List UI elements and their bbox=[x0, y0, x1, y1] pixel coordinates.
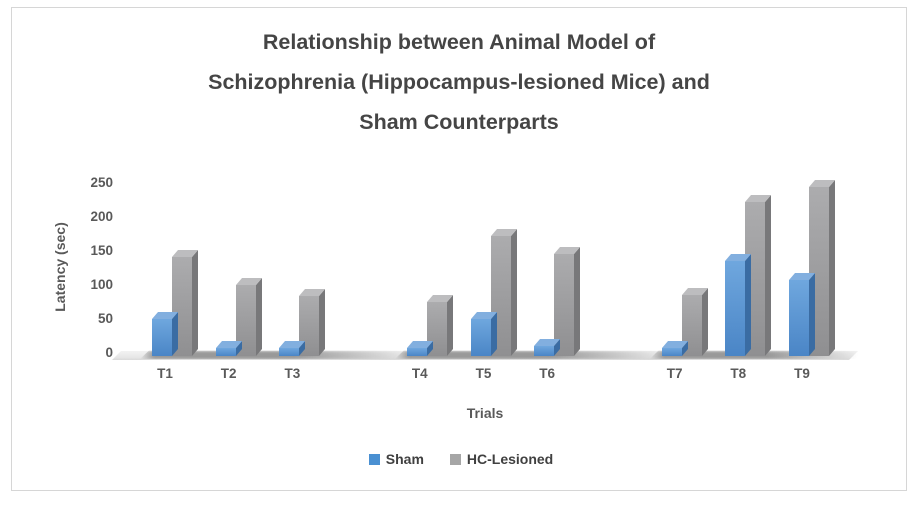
legend-label: HC-Lesioned bbox=[466, 451, 554, 467]
bar-front-face bbox=[681, 294, 702, 356]
bar-hc-lesioned-t2[interactable] bbox=[235, 277, 262, 356]
bar-hc-lesioned-t7[interactable] bbox=[681, 287, 708, 356]
bar-sham-t1[interactable] bbox=[152, 311, 178, 356]
legend-label: Sham bbox=[385, 451, 424, 467]
bar-sham-t5[interactable] bbox=[470, 311, 497, 356]
y-tick-label-250: 250 bbox=[90, 174, 113, 190]
bar-side-face bbox=[172, 311, 178, 356]
bar-side-face bbox=[701, 287, 708, 356]
chart-title-line-2: Schizophrenia (Hippocampus-lesioned Mice… bbox=[208, 70, 710, 94]
bar-side-face bbox=[510, 229, 517, 356]
bar-sham-t3[interactable] bbox=[279, 340, 306, 356]
bar-sham-t9[interactable] bbox=[789, 272, 815, 356]
bar-sham-t7[interactable] bbox=[661, 340, 688, 356]
bar-front-face bbox=[215, 347, 236, 356]
bar-side-face bbox=[745, 253, 752, 356]
bar-side-face bbox=[319, 289, 326, 356]
x-tick-label-T8: T8 bbox=[730, 366, 747, 381]
bar-front-face bbox=[661, 347, 682, 356]
bar-side-face bbox=[574, 246, 581, 356]
bar-sham-t2[interactable] bbox=[215, 340, 242, 356]
bar-front-face bbox=[789, 279, 809, 356]
legend-swatch-icon bbox=[449, 453, 461, 465]
bar-sham-t8[interactable] bbox=[725, 253, 752, 356]
bar-side-face bbox=[809, 272, 815, 356]
bar-front-face bbox=[406, 347, 427, 356]
bar-sham-t4[interactable] bbox=[406, 340, 433, 356]
legend-swatch-icon bbox=[368, 453, 380, 465]
x-tick-label-T4: T4 bbox=[411, 366, 428, 381]
chart-title[interactable]: Relationship between Animal Model of Sch… bbox=[11, 22, 907, 142]
x-tick-label-T6: T6 bbox=[539, 366, 556, 381]
x-tick-label-T2: T2 bbox=[220, 366, 237, 381]
chart-title-line-1: Relationship between Animal Model of bbox=[262, 30, 656, 54]
bar-front-face bbox=[235, 284, 256, 356]
x-axis-title[interactable]: Trials bbox=[466, 405, 504, 421]
bar-front-face bbox=[554, 254, 575, 356]
y-tick-label-0: 0 bbox=[105, 344, 113, 360]
bar-front-face bbox=[470, 318, 491, 356]
bar-hc-lesioned-t6[interactable] bbox=[554, 246, 581, 356]
y-tick-label-100: 100 bbox=[90, 276, 113, 292]
bar-front-face bbox=[534, 345, 555, 356]
bar-side-face bbox=[192, 250, 198, 356]
x-tick-label-T7: T7 bbox=[666, 366, 683, 381]
y-tick-label-50: 50 bbox=[97, 310, 113, 326]
x-tick-label-T5: T5 bbox=[475, 366, 492, 381]
x-tick-label-T1: T1 bbox=[157, 366, 173, 381]
x-tick-label-T3: T3 bbox=[284, 366, 301, 381]
bar-side-face bbox=[765, 194, 772, 356]
bar-front-face bbox=[279, 347, 300, 356]
bar-side-face bbox=[446, 294, 453, 356]
bar-front-face bbox=[725, 260, 746, 356]
legend-item-hc-lesioned[interactable]: HC-Lesioned bbox=[449, 451, 554, 467]
bar-side-face bbox=[255, 277, 262, 356]
chart-title-line-3: Sham Counterparts bbox=[359, 110, 559, 134]
x-tick-label-T9: T9 bbox=[794, 366, 810, 381]
y-axis-title[interactable]: Latency (sec) bbox=[52, 222, 68, 312]
legend-item-sham[interactable]: Sham bbox=[368, 451, 424, 467]
bar-front-face bbox=[152, 318, 172, 356]
legend: Sham HC-Lesioned bbox=[0, 451, 922, 467]
y-tick-label-150: 150 bbox=[90, 242, 113, 258]
y-tick-label-200: 200 bbox=[90, 208, 113, 224]
bar-side-face bbox=[829, 180, 835, 356]
bar-sham-t6[interactable] bbox=[534, 338, 561, 356]
